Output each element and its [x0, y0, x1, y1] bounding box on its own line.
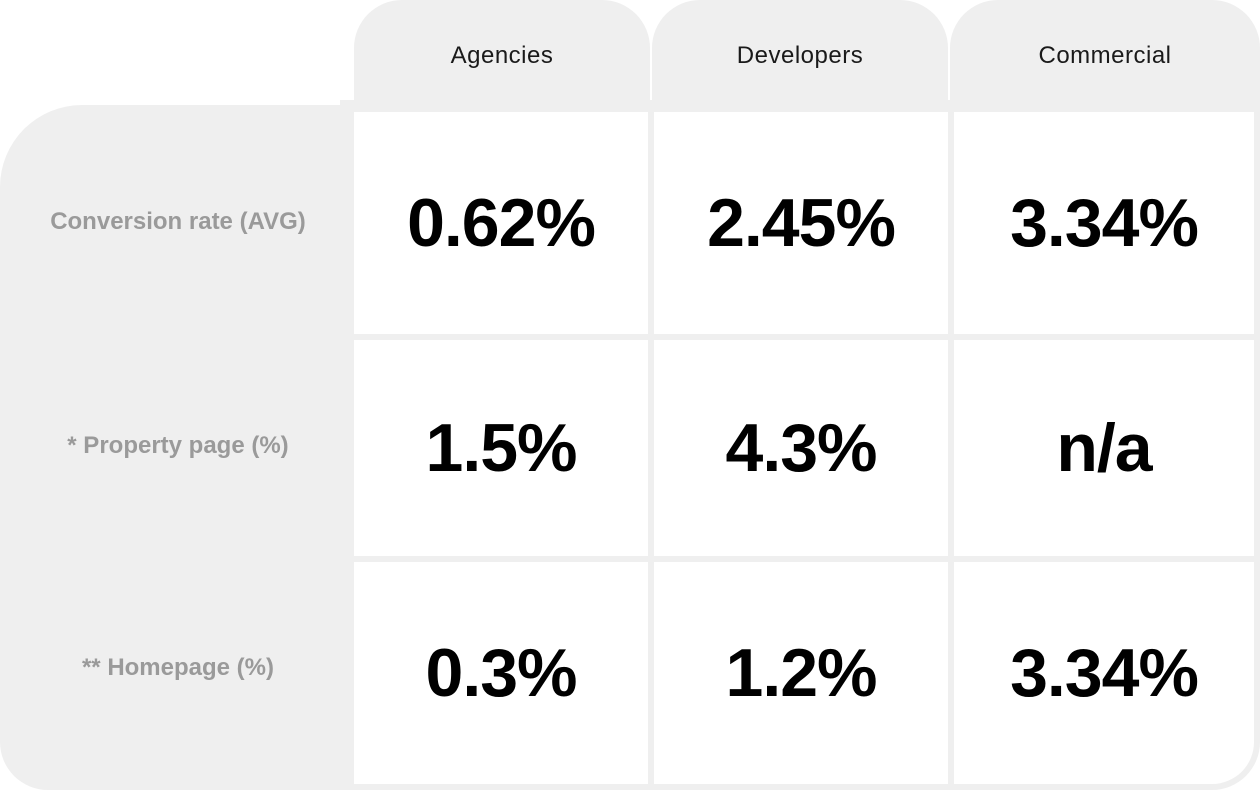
table-cell: n/a — [954, 340, 1254, 556]
cell-value: 2.45% — [707, 185, 896, 261]
cell-value: 0.3% — [425, 635, 578, 711]
cell-value: 0.62% — [407, 185, 596, 261]
table-cell: 1.2% — [654, 562, 948, 784]
column-header-commercial: Commercial — [950, 0, 1260, 112]
table-cell: 1.5% — [354, 340, 648, 556]
table-cell: 4.3% — [654, 340, 948, 556]
table-cell: 3.34% — [954, 112, 1254, 334]
column-header-developers: Developers — [652, 0, 948, 112]
cell-value: 1.2% — [725, 635, 878, 711]
row-header-panel — [0, 105, 360, 790]
column-header-label: Developers — [736, 42, 864, 69]
cell-value: 1.5% — [425, 410, 578, 486]
row-label-homepage: ** Homepage (%) — [81, 654, 275, 681]
table-cell: 2.45% — [654, 112, 948, 334]
cell-value: 3.34% — [1010, 635, 1199, 711]
column-header-label: Commercial — [1038, 42, 1172, 69]
row-label-conversion-rate: Conversion rate (AVG) — [50, 208, 306, 235]
row-label-property-page: * Property page (%) — [67, 432, 289, 459]
cell-value: n/a — [1056, 410, 1152, 486]
table-cell: 0.3% — [354, 562, 648, 784]
column-header-agencies: Agencies — [354, 0, 650, 112]
table-cell: 0.62% — [354, 112, 648, 334]
column-header-label: Agencies — [450, 42, 554, 69]
cell-value: 3.34% — [1010, 185, 1199, 261]
table-cell: 3.34% — [954, 562, 1254, 784]
cell-value: 4.3% — [725, 410, 878, 486]
